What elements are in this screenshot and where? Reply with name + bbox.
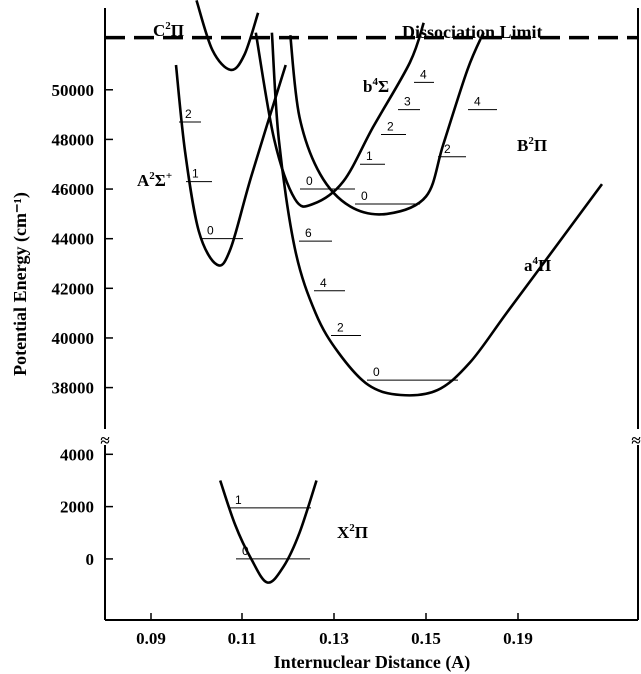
vibrational-level-label: 2: [337, 320, 344, 334]
vibrational-level-label: 4: [320, 276, 327, 290]
y-tick-label-lower: 4000: [60, 445, 94, 464]
y-tick-label-upper: 38000: [52, 379, 95, 398]
vibrational-level-label: 6: [305, 226, 312, 240]
curve-label-b2pi: B2Π: [517, 135, 547, 155]
y-tick-label-upper: 44000: [52, 230, 95, 249]
x-tick-label: 0.19: [503, 629, 533, 648]
curve-a2sigma: [174, 64, 287, 267]
vibrational-level-label: 4: [420, 67, 427, 81]
curve-layer: [174, 0, 604, 584]
axes-layer: ≈ ≈0.09 0.11 0.13 0.15 0.19380004000042000440…: [52, 8, 641, 648]
y-tick-label-upper: 42000: [52, 279, 95, 298]
curve-x2pi: [218, 480, 318, 584]
curve-label-x2pi: X2Π: [337, 522, 368, 542]
curve-label-a4pi: a4Π: [524, 255, 551, 275]
y-axis-break-left: ≈: [100, 431, 109, 450]
y-tick-label-upper: 48000: [52, 130, 95, 149]
vibrational-level-label: 2: [387, 119, 394, 133]
label-layer: Dissociation Limit X2Π A2Σ+ C2Π b4Σ B2Π a4Π: [137, 20, 551, 542]
vibrational-level-label: 2: [444, 142, 451, 156]
x-tick-label: 0.13: [319, 629, 349, 648]
vibrational-level-label: 0: [207, 224, 214, 238]
curve-label-a2sigma: A2Σ+: [137, 170, 172, 190]
curve-b4sigma: [254, 22, 425, 208]
y-tick-label-lower: 2000: [60, 498, 94, 517]
vibrational-level-label: 0: [361, 189, 368, 203]
y-tick-label-upper: 46000: [52, 180, 95, 199]
curve-label-c2pi: C2Π: [153, 20, 184, 40]
dissociation-limit-label: Dissociation Limit: [402, 22, 543, 42]
vibrational-level-label: 1: [366, 149, 373, 163]
x-tick-label: 0.15: [411, 629, 441, 648]
vibrational-level-label: 0: [373, 365, 380, 379]
curve-label-b4sigma: b4Σ: [363, 76, 389, 96]
vibrational-level-label: 1: [192, 167, 199, 181]
y-axis-title: Potential Energy (cm⁻¹): [10, 192, 31, 376]
vibrational-level-label: 0: [306, 174, 313, 188]
y-axis-break-right: ≈: [631, 431, 640, 450]
vibrational-level-label: 0: [242, 544, 249, 558]
vibrational-level-label: 4: [474, 95, 481, 109]
x-tick-label: 0.09: [136, 629, 166, 648]
y-tick-label-upper: 50000: [52, 81, 95, 100]
y-tick-label-lower: 0: [86, 550, 95, 569]
vibrational-level-label: 3: [404, 95, 411, 109]
x-axis-title: Internuclear Distance (A): [274, 652, 471, 673]
vibrational-level-label: 1: [235, 493, 242, 507]
vibrational-level-label: 2: [185, 107, 192, 121]
y-tick-label-upper: 40000: [52, 329, 95, 348]
curve-b2pi: [289, 32, 485, 216]
curve-c2pi: [195, 0, 260, 72]
curve-a4pi: [270, 32, 604, 397]
x-tick-label: 0.11: [228, 629, 257, 648]
